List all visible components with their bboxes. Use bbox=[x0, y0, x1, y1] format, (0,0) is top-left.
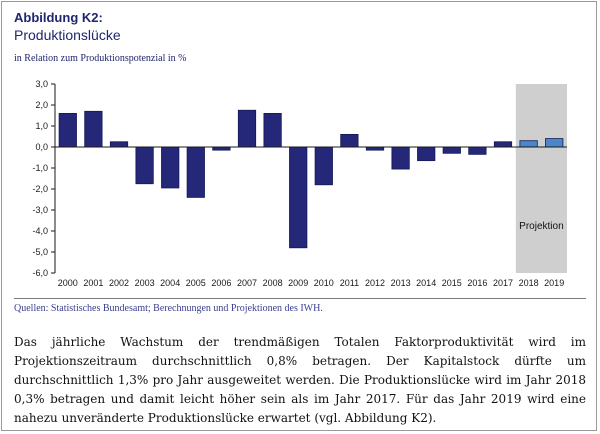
bar-2015 bbox=[442, 146, 461, 154]
x-tick-label: 2002 bbox=[109, 278, 129, 288]
bar-2007 bbox=[237, 109, 257, 148]
y-tick-label: -3,0 bbox=[32, 205, 48, 215]
x-tick-label: 2007 bbox=[237, 278, 257, 288]
x-tick-label: 2004 bbox=[160, 278, 180, 288]
bar-chart: Projektion 3,0 2,0 1,0 0,0 -1,0 -2,0 -3,0 -4,0 -5… bbox=[32, 79, 567, 288]
x-tick-label: 2010 bbox=[314, 278, 334, 288]
bar-2000 bbox=[58, 113, 77, 148]
bar-2016 bbox=[468, 146, 487, 155]
bar-2010 bbox=[314, 146, 333, 186]
x-tick-label: 2018 bbox=[519, 278, 539, 288]
bar-2013 bbox=[391, 146, 410, 170]
bar-2011 bbox=[340, 133, 359, 148]
y-tick-label: -2,0 bbox=[32, 184, 48, 194]
bar-2004 bbox=[161, 146, 180, 189]
y-tick-label: -5,0 bbox=[32, 247, 48, 257]
bar-2018 bbox=[519, 140, 538, 148]
x-tick-label: 2019 bbox=[544, 278, 564, 288]
x-tick-label: 2013 bbox=[391, 278, 411, 288]
x-tick-label: 2017 bbox=[493, 278, 513, 288]
y-tick-label: 1,0 bbox=[35, 121, 48, 131]
x-tick-label: 2000 bbox=[58, 278, 78, 288]
x-tick-label: 2014 bbox=[416, 278, 436, 288]
bar-2005 bbox=[186, 146, 205, 198]
bar-2008 bbox=[263, 113, 282, 148]
figure-subtitle: in Relation zum Produktionspotenzial in … bbox=[14, 53, 187, 64]
bar-2002 bbox=[109, 141, 129, 148]
x-tick-label: 2008 bbox=[263, 278, 283, 288]
y-tick-label: -1,0 bbox=[32, 163, 48, 173]
bar-2019 bbox=[545, 138, 564, 148]
body-paragraph: Das jährliche Wachstum der trendmäßigen … bbox=[14, 335, 586, 425]
bar-2014 bbox=[417, 146, 436, 162]
x-tick-label: 2012 bbox=[365, 278, 385, 288]
figure-label: Abbildung K2: bbox=[14, 10, 103, 25]
projection-label: Projektion bbox=[519, 221, 563, 232]
x-tick-label: 2005 bbox=[186, 278, 206, 288]
divider-line bbox=[14, 298, 586, 299]
x-tick-label: 2006 bbox=[211, 278, 231, 288]
figure-title: Produktionslücke bbox=[14, 27, 121, 43]
y-tick-label: -4,0 bbox=[32, 226, 48, 236]
bar-2001 bbox=[84, 110, 103, 148]
bar-2017 bbox=[493, 141, 513, 148]
x-tick-label: 2001 bbox=[83, 278, 103, 288]
y-tick-label: 2,0 bbox=[35, 100, 48, 110]
x-tick-label: 2009 bbox=[288, 278, 308, 288]
y-tick-label: 0,0 bbox=[35, 142, 48, 152]
x-tick-label: 2011 bbox=[340, 278, 359, 288]
x-tick-label: 2003 bbox=[135, 278, 155, 288]
x-tick-label: 2015 bbox=[442, 278, 462, 288]
bar-2009 bbox=[289, 146, 308, 249]
y-tick-label: -6,0 bbox=[32, 268, 48, 278]
projection-band bbox=[515, 84, 567, 273]
y-tick-label: 3,0 bbox=[35, 79, 48, 89]
source-note: Quellen: Statistisches Bundesamt; Berech… bbox=[14, 303, 323, 314]
bar-2003 bbox=[135, 146, 154, 185]
x-tick-label: 2016 bbox=[467, 278, 487, 288]
